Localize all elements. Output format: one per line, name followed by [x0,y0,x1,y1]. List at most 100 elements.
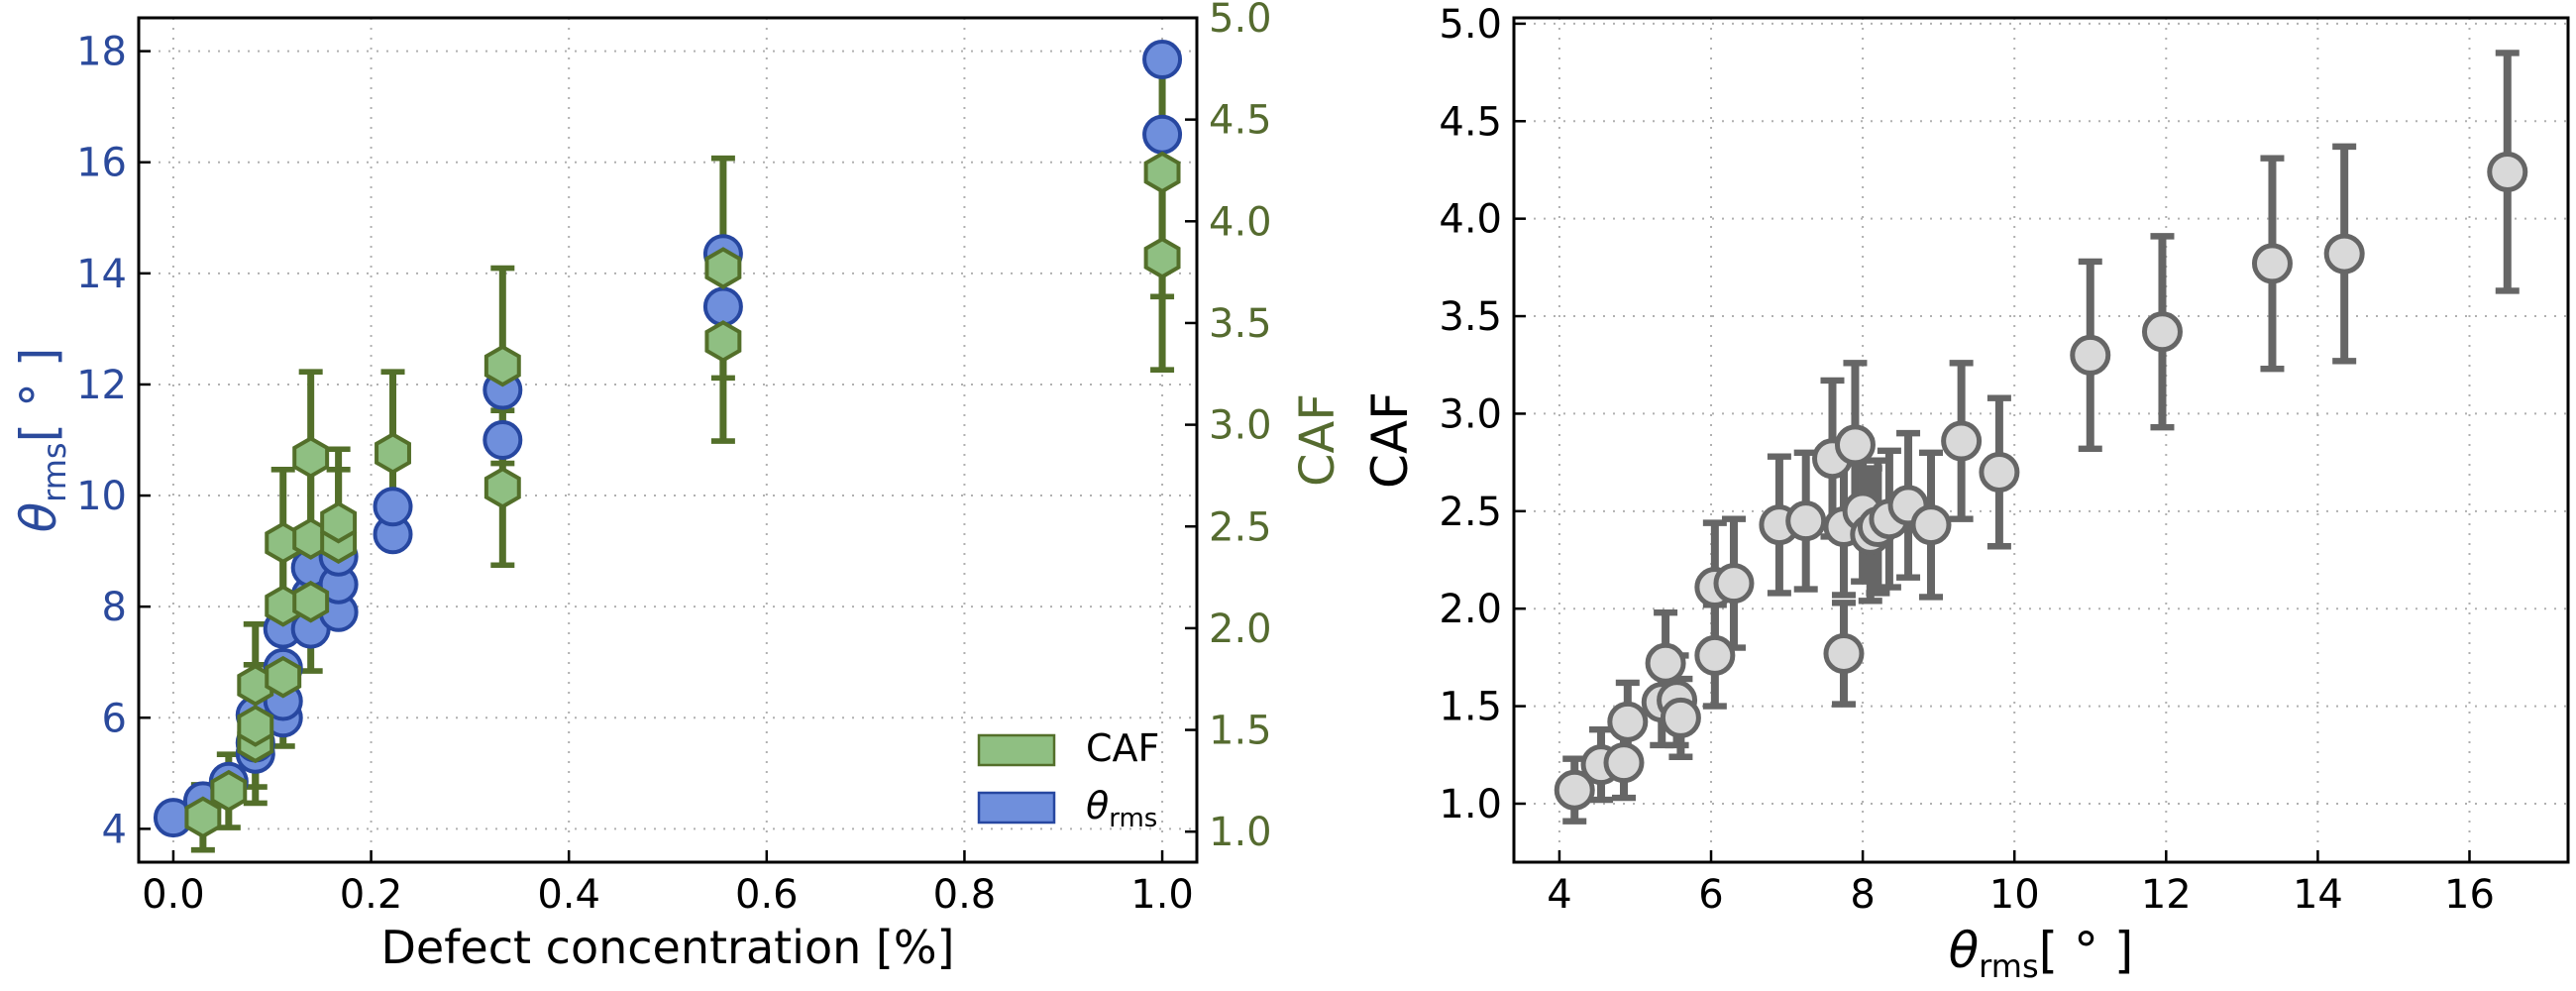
right-y-ticks: 1.0 1.5 2.0 2.5 3.0 3.5 4.0 4.5 5.0 [1439,2,1526,827]
theta-point [1142,40,1183,80]
right-points [1554,151,2528,811]
caf-point [237,705,274,747]
caf-point [483,344,521,387]
right-x-label-base: θ [1949,922,1980,979]
left-y-tick-label: 6 [102,696,127,741]
theta-point [483,420,523,460]
left-y2-tick-label: 4.0 [1209,199,1272,245]
right-point [1941,420,1983,462]
caf-point [704,320,742,363]
left-caf-errorbars [190,45,1175,853]
right-plot-frame [1512,16,2570,864]
legend-theta-base: θ [1086,784,1109,827]
right-x-tick-label: 10 [1989,872,2040,918]
right-point [1694,634,1736,676]
theta-point [373,487,413,527]
left-x-tick-label: 0.2 [340,872,403,918]
right-y-tick-label: 4.5 [1439,99,1502,145]
right-x-tick-label: 6 [1698,872,1723,918]
left-y-tick-label: 12 [76,363,127,408]
left-plot-frame [137,16,1199,864]
right-point [1979,451,2020,493]
left-caf-points [184,151,1181,839]
theta-point [1142,114,1183,155]
right-point [1554,769,1595,811]
chart-left: 0.0 0.2 0.4 0.6 0.8 1.0 4 6 8 10 12 14 16 18 1.0 1.5 2… [10,0,1345,974]
left-y-tick-label: 14 [76,252,127,297]
left-y2-tick-label: 2.0 [1209,606,1272,652]
legend-theta-swatch [977,791,1056,825]
left-x-tick-label: 0.8 [933,872,997,918]
right-point [1607,701,1649,742]
left-y2-tick-label: 5.0 [1209,0,1272,42]
right-x-tick-label: 4 [1547,872,1571,918]
legend-caf-swatch [977,733,1056,767]
right-x-tick-label: 14 [2293,872,2343,918]
chart-right: 4 6 8 10 12 14 16 1.01.52.02.53.03.54.04.55.0 … [1361,2,2570,985]
right-x-label-suffix: [ ° ] [2039,922,2134,979]
right-x-label-sub: rms [1979,947,2038,985]
right-y-tick-label: 3.5 [1439,294,1502,340]
caf-point [704,247,742,289]
right-y-axis-label: CAF [1290,393,1345,487]
right-y-tick-label: 1.0 [1439,782,1502,827]
left-y-label-base: θ [10,502,67,533]
left-gridlines [139,18,1197,862]
right-point [2487,151,2528,192]
caf-point [375,432,411,475]
left-x-axis-label: Defect concentration [%] [381,921,955,974]
right-point [1785,500,1827,542]
right-x-ticks: 4 6 8 10 12 14 16 [1547,850,2495,918]
left-y2-tick-label: 2.5 [1209,504,1272,550]
caf-point [210,769,248,813]
caf-point [292,436,330,479]
left-x-ticks: 0.0 0.2 0.4 0.6 0.8 1.0 [142,850,1194,918]
caf-point [292,580,330,623]
caf-point [184,796,222,839]
left-y-axis-label: θrms[ ° ] [10,348,73,533]
left-y-tick-label: 18 [76,30,127,75]
left-y2-tick-label: 3.0 [1209,403,1272,449]
right-x-tick-label: 12 [2141,872,2192,918]
right-y-tick-label: 4.0 [1439,197,1502,243]
right-y-tick-label: 3.0 [1439,391,1502,437]
left-y-ticks: 4 6 8 10 12 14 16 18 [76,30,151,852]
caf-point [265,655,302,699]
right-y-tick-label: 5.0 [1439,2,1502,48]
right-point [1645,642,1686,684]
legend-theta-label: θrms [1086,784,1157,833]
legend: CAF θrms [977,726,1159,833]
right-x-tick-label: 8 [1850,872,1875,918]
left-x-tick-label: 0.6 [735,872,799,918]
right-y-tick-label: 1.5 [1439,685,1502,730]
left-y-label-sub: rms [36,442,73,501]
caf-point [1143,236,1181,279]
caf-point [1143,151,1181,194]
theta-point [702,286,743,327]
legend-theta-sub: rms [1109,804,1157,833]
legend-caf-label: CAF [1086,726,1159,770]
right-point [1834,424,1876,466]
right-gridlines [1514,18,2568,862]
right-point [1603,742,1645,784]
right-point [1823,632,1865,674]
left-y2-tick-label: 1.0 [1209,810,1272,855]
left-y-tick-label: 10 [76,474,127,519]
right-point [2251,243,2293,284]
right-y-tick-label: 2.0 [1439,587,1502,632]
left-x-tick-label: 0.4 [537,872,600,918]
caf-point [483,466,521,509]
right-chart-y-axis-label: CAF [1361,391,1419,489]
left-y-tick-label: 16 [76,141,127,186]
left-y2-ticks: 1.0 1.5 2.0 2.5 3.0 3.5 4.0 4.5 5.0 [1185,0,1272,855]
right-point [2141,311,2183,353]
right-point [2070,334,2111,376]
right-point [1713,563,1755,605]
right-point [1910,504,1952,546]
left-y2-tick-label: 4.5 [1209,98,1272,144]
right-point [1660,697,1701,738]
left-y2-tick-label: 1.5 [1209,709,1272,754]
caf-point [320,500,358,544]
right-x-tick-label: 16 [2444,872,2495,918]
